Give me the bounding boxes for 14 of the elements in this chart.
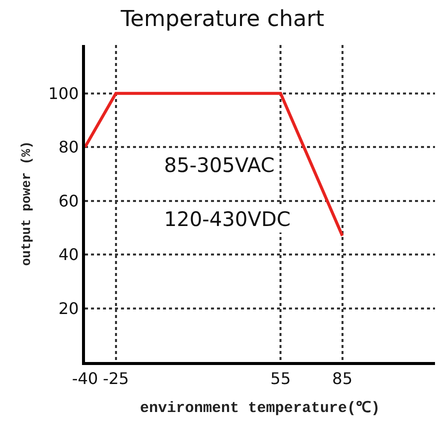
y-tick-label: 60 <box>58 191 79 210</box>
y-tick-label: 20 <box>58 298 79 318</box>
x-axis-title: environment temperature(℃) <box>140 400 380 418</box>
y-axis-title: output power (%) <box>19 141 34 266</box>
y-tick-label: 100 <box>48 84 79 103</box>
annotation: 120-430VDC <box>164 207 291 231</box>
x-tick-label: 55 <box>270 369 291 388</box>
x-tick-label: 85 <box>332 369 353 388</box>
chart-title: Temperature chart <box>120 7 325 32</box>
y-tick-label: 40 <box>58 245 79 264</box>
x-tick-label: -40 <box>72 369 98 388</box>
annotation: 85-305VAC <box>164 153 275 177</box>
y-tick-label: 80 <box>58 138 79 157</box>
x-tick-label: -25 <box>102 369 129 388</box>
